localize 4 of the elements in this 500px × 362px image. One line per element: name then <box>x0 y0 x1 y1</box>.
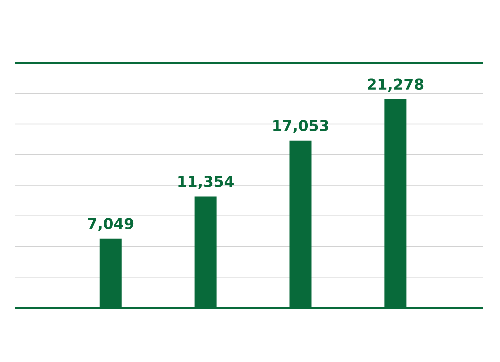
data-label: 17,053 <box>274 120 328 134</box>
data-label: 11,354 <box>178 176 234 190</box>
data-label: 7,049 <box>88 218 134 232</box>
data-label: 21,278 <box>368 78 424 92</box>
